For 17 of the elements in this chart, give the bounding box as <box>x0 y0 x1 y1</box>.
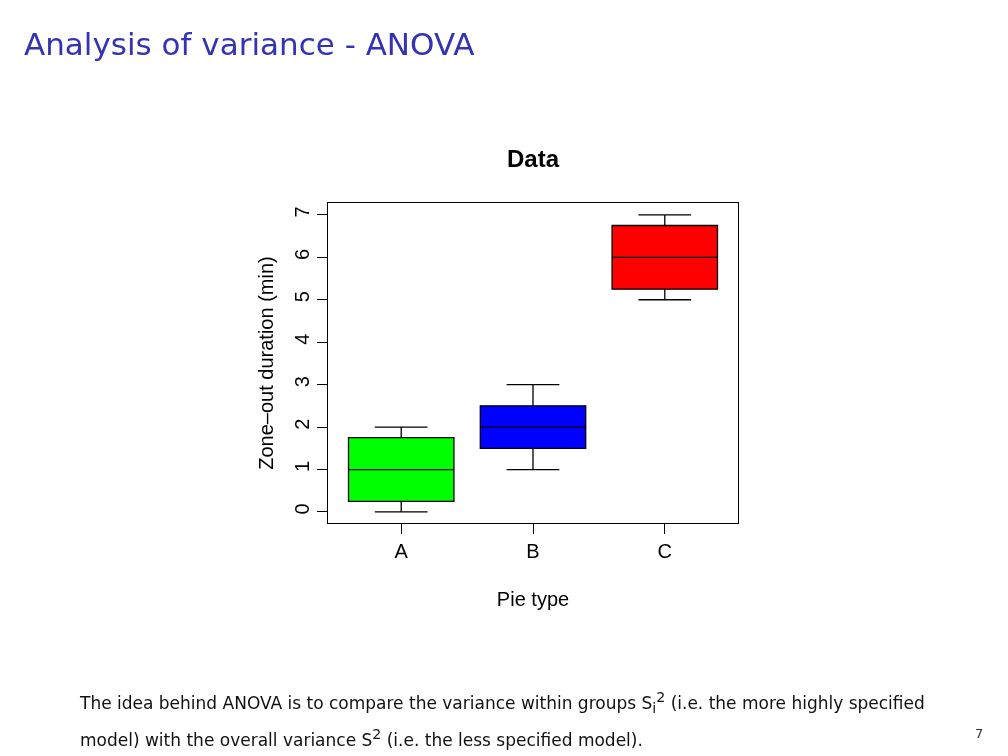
y-tick-label: 2 <box>291 418 313 430</box>
y-tick-label: 1 <box>291 460 313 473</box>
chart-subtitle: Data <box>507 145 560 172</box>
text: 7 <box>975 726 984 741</box>
x-tick-label: A <box>394 540 409 562</box>
y-tick-label: 4 <box>291 333 313 345</box>
y-tick-label: 6 <box>291 248 313 260</box>
chart-title: Analysis of variance - ANOVA <box>24 26 475 62</box>
y-axis-title: Zone–out duration (min) <box>254 256 277 470</box>
x-axis-title: Pie type <box>496 587 570 610</box>
x-tick-label: B <box>526 540 540 562</box>
x-tick-label: C <box>657 540 673 562</box>
y-tick-label: 5 <box>291 291 313 303</box>
y-tick-label: 3 <box>291 376 313 388</box>
y-tick-label: 0 <box>291 503 313 515</box>
y-tick-label: 7 <box>291 206 313 218</box>
text: The idea behind ANOVA is to compare the variance within groups S$_{i}$$^{2}$ (i.e. the more highly specified model) with the overall variance S$^{2}$ (i.e. the less specified model). <box>80 689 925 750</box>
